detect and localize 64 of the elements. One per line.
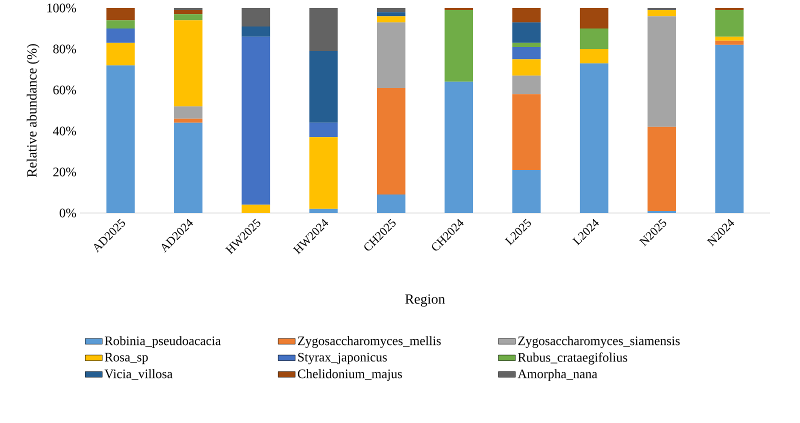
bar [715, 36, 744, 41]
bar [242, 8, 270, 26]
bar [174, 118, 202, 123]
legend-label: Rosa_sp [104, 352, 148, 364]
y-tick-label: 40% [52, 126, 76, 136]
bar [174, 10, 202, 14]
y-axis-title: Relative abundance (%) [26, 44, 40, 178]
bar [309, 137, 338, 209]
legend-label: Chelidonium_majus [298, 369, 402, 381]
bar [174, 14, 202, 20]
bar [106, 28, 135, 43]
bar [376, 16, 406, 22]
bar [715, 44, 744, 213]
bar [715, 10, 744, 37]
legend-label: Zygosaccharomyces_mellis [298, 336, 441, 348]
y-tick-label: 0% [60, 208, 76, 218]
bar [648, 126, 676, 211]
legend-label: Zygosaccharomyces_siamensis [518, 336, 680, 348]
legend-label: Vicia_villosa [104, 369, 173, 380]
bar [444, 10, 474, 82]
bar [174, 20, 202, 106]
bar [444, 82, 474, 213]
legend-label: Styrax_japonicus [298, 352, 387, 364]
bar [106, 8, 135, 20]
bar [106, 42, 135, 66]
bar [512, 8, 541, 22]
bar [580, 63, 608, 213]
bar [376, 88, 406, 195]
bar [512, 46, 541, 60]
x-axis-title: Region [405, 294, 445, 307]
bar [174, 122, 202, 213]
bar [242, 26, 270, 37]
bar [106, 20, 135, 28]
bar [580, 8, 608, 28]
bar [580, 28, 608, 49]
y-tick-label: 100% [47, 4, 76, 12]
y-tick-label: 20% [53, 168, 76, 176]
bar [309, 8, 338, 52]
legend-label: Rubus_crataegifolius [518, 352, 628, 364]
bar [376, 194, 406, 213]
bar [512, 22, 541, 43]
bar [242, 204, 270, 213]
legend-label: Robinia_pseudoacacia [104, 336, 221, 348]
bar [376, 8, 406, 12]
bar [648, 10, 676, 16]
bar [242, 36, 270, 205]
bar [106, 65, 135, 213]
bar [512, 42, 541, 47]
legend-label: Amorpha_nana [518, 369, 598, 381]
bar [174, 106, 202, 119]
bar [309, 208, 338, 213]
y-tick-label: 60% [53, 86, 76, 94]
y-tick-label: 80% [53, 44, 76, 54]
bar [309, 51, 338, 123]
bar [512, 94, 541, 170]
bar [715, 40, 744, 45]
bar [512, 170, 541, 213]
bar [309, 122, 338, 138]
bar [580, 49, 608, 64]
bar [512, 76, 541, 94]
bar [376, 12, 406, 16]
bar [648, 16, 676, 127]
bar [376, 22, 406, 88]
bar [512, 59, 541, 76]
